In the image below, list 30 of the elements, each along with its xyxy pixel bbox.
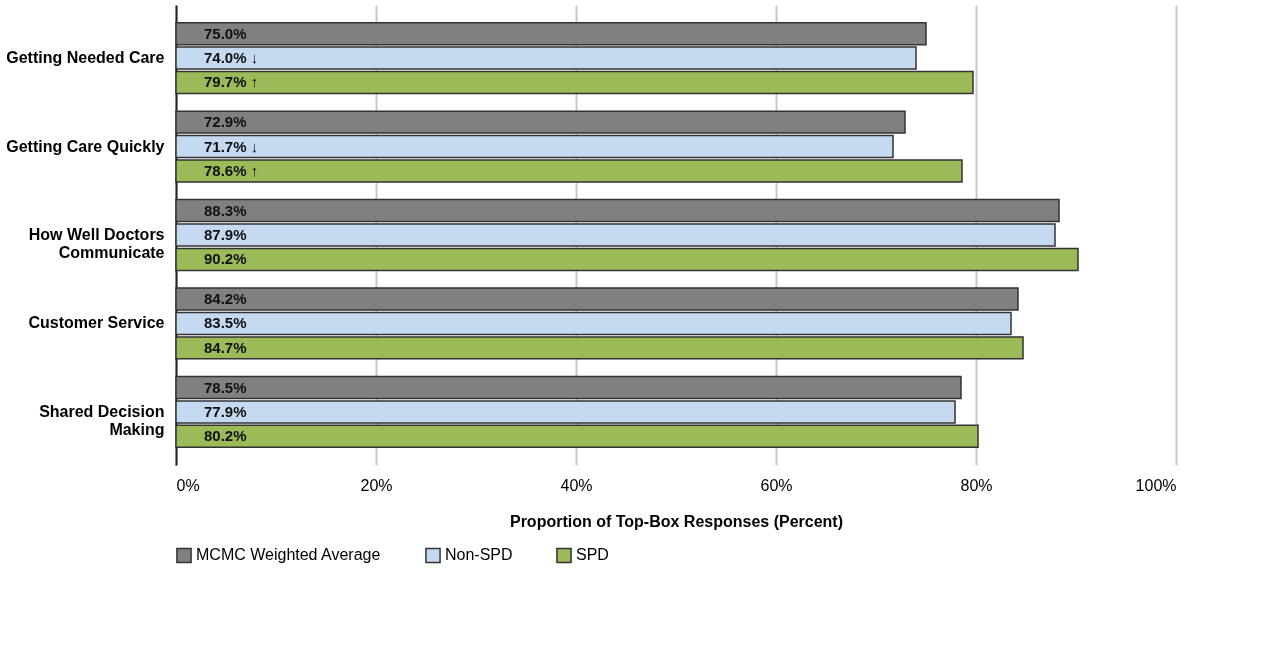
data-label: 79.7% ↑ xyxy=(204,73,259,91)
y-tick-label: Getting Care Quickly xyxy=(6,137,165,155)
data-label: 78.6% ↑ xyxy=(204,161,259,179)
x-tick-label: 40% xyxy=(560,476,593,494)
data-label: 83.5% xyxy=(204,314,247,332)
data-label: 90.2% xyxy=(204,250,247,268)
data-label: 72.9% xyxy=(204,113,247,131)
data-label: 78.5% xyxy=(204,378,247,396)
y-tick-label: Customer Service xyxy=(28,314,165,332)
legend-label: MCMC Weighted Average xyxy=(196,546,381,564)
data-label: 84.7% xyxy=(204,338,247,356)
x-axis-title: Proportion of Top-Box Responses (Percent) xyxy=(509,512,844,530)
data-label: 84.2% xyxy=(204,290,247,308)
y-tick-label: How Well Doctors Communicate xyxy=(28,226,165,261)
x-tick-label: 20% xyxy=(360,476,393,494)
y-tick-label: Shared Decision Making xyxy=(39,402,165,438)
x-tick-label: 0% xyxy=(176,476,200,494)
data-label: 71.7% ↓ xyxy=(204,137,259,155)
legend-label: Non-SPD xyxy=(445,546,513,564)
data-label: 80.2% xyxy=(204,427,247,445)
data-label: 88.3% xyxy=(204,201,247,219)
data-label: 77.9% xyxy=(204,402,247,420)
x-tick-label: 100% xyxy=(1135,476,1177,494)
legend-label: SPD xyxy=(576,546,609,564)
y-tick-label: Getting Needed Care xyxy=(6,49,165,67)
x-tick-label: 80% xyxy=(960,476,993,494)
data-label: 74.0% ↓ xyxy=(204,49,259,67)
data-label: 75.0% xyxy=(204,24,247,42)
data-label: 87.9% xyxy=(204,226,247,243)
x-tick-label: 60% xyxy=(760,476,793,494)
